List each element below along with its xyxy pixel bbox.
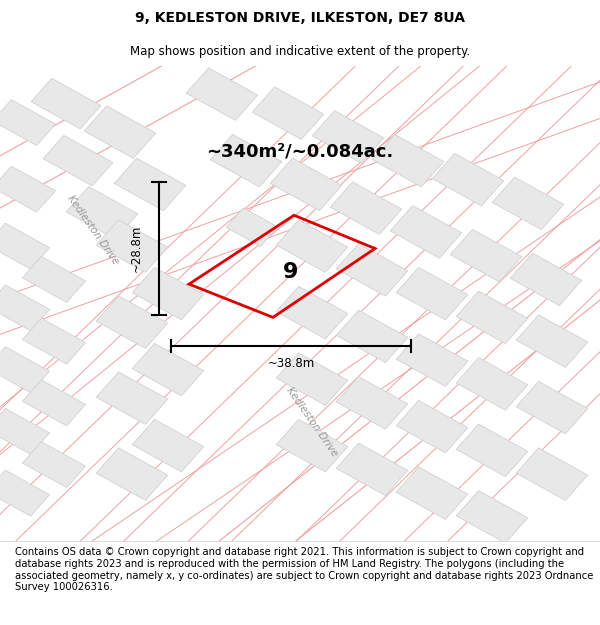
Polygon shape — [396, 334, 468, 386]
Polygon shape — [456, 491, 528, 543]
Polygon shape — [336, 310, 408, 362]
Text: ~340m²/~0.084ac.: ~340m²/~0.084ac. — [206, 142, 394, 160]
Polygon shape — [276, 419, 348, 472]
Polygon shape — [84, 106, 156, 158]
Polygon shape — [96, 220, 168, 272]
Polygon shape — [210, 134, 282, 187]
Polygon shape — [276, 353, 348, 406]
Polygon shape — [276, 286, 348, 339]
Polygon shape — [0, 347, 50, 392]
Text: 9, KEDLESTON DRIVE, ILKESTON, DE7 8UA: 9, KEDLESTON DRIVE, ILKESTON, DE7 8UA — [135, 11, 465, 26]
Polygon shape — [22, 442, 86, 488]
Polygon shape — [396, 467, 468, 519]
Polygon shape — [516, 448, 588, 501]
Polygon shape — [432, 153, 504, 206]
Polygon shape — [0, 408, 50, 454]
Polygon shape — [132, 343, 204, 396]
Polygon shape — [276, 220, 348, 272]
Polygon shape — [510, 253, 582, 306]
Polygon shape — [336, 377, 408, 429]
Polygon shape — [450, 229, 522, 282]
Text: Map shows position and indicative extent of the property.: Map shows position and indicative extent… — [130, 45, 470, 58]
Polygon shape — [336, 244, 408, 296]
Polygon shape — [43, 136, 113, 186]
Polygon shape — [330, 182, 402, 234]
Polygon shape — [132, 268, 204, 320]
Polygon shape — [0, 285, 50, 331]
Text: 9: 9 — [283, 262, 299, 282]
Text: ~28.8m: ~28.8m — [130, 225, 143, 272]
Polygon shape — [270, 158, 342, 211]
Polygon shape — [0, 166, 56, 212]
Polygon shape — [456, 291, 528, 344]
Polygon shape — [492, 177, 564, 229]
Text: Kedleston Drive: Kedleston Drive — [65, 193, 121, 266]
Text: Contains OS data © Crown copyright and database right 2021. This information is : Contains OS data © Crown copyright and d… — [15, 548, 593, 592]
Text: Kedleston Drive: Kedleston Drive — [284, 386, 340, 458]
Polygon shape — [252, 87, 324, 139]
Polygon shape — [22, 380, 86, 426]
Text: ~38.8m: ~38.8m — [268, 357, 314, 371]
Polygon shape — [390, 206, 462, 258]
Polygon shape — [336, 443, 408, 496]
Polygon shape — [456, 357, 528, 410]
Polygon shape — [396, 268, 468, 320]
Polygon shape — [0, 99, 56, 146]
Polygon shape — [0, 223, 50, 269]
Polygon shape — [114, 158, 186, 211]
Polygon shape — [96, 296, 168, 348]
Polygon shape — [226, 208, 278, 246]
Polygon shape — [186, 68, 258, 121]
Polygon shape — [372, 134, 444, 187]
Polygon shape — [0, 470, 50, 516]
Polygon shape — [22, 318, 86, 364]
Polygon shape — [96, 372, 168, 424]
Polygon shape — [22, 256, 86, 302]
Polygon shape — [96, 448, 168, 501]
Polygon shape — [516, 381, 588, 434]
Polygon shape — [396, 401, 468, 453]
Polygon shape — [456, 424, 528, 477]
Polygon shape — [132, 419, 204, 472]
Polygon shape — [516, 315, 588, 368]
Polygon shape — [31, 78, 101, 129]
Polygon shape — [66, 187, 138, 239]
Polygon shape — [312, 111, 384, 163]
